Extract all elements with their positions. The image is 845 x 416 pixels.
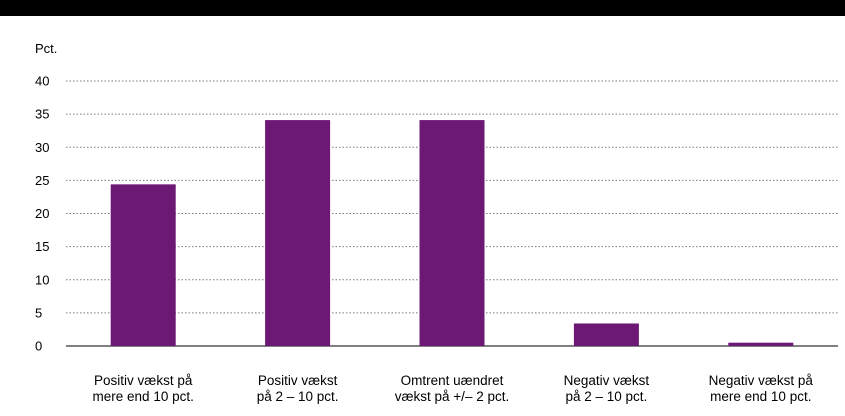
bar-2 (265, 120, 331, 347)
x-labels-layer: Positiv vækst på mere end 10 pct. Positiv … (93, 373, 814, 404)
bar-1 (110, 184, 176, 346)
y-tick-label: 20 (35, 206, 49, 221)
bar-3 (419, 120, 485, 347)
x-category-label: Negativ vækst på mere end 10 pct. (709, 373, 814, 404)
y-tick-label: 0 (35, 339, 42, 354)
y-tick-label: 10 (35, 272, 49, 287)
bar-4 (573, 323, 639, 346)
x-category-label: Omtrent uændret vækst på +/– 2 pct. (395, 373, 509, 404)
y-tick-label: 5 (35, 305, 42, 320)
y-axis-label: Pct. (35, 41, 57, 56)
y-tick-label: 30 (35, 140, 49, 155)
y-tick-label: 15 (35, 239, 49, 254)
bars-layer (110, 120, 794, 347)
y-tick-label: 35 (35, 107, 49, 122)
top-rule (0, 0, 845, 16)
bar-5 (728, 342, 794, 346)
y-tick-label: 40 (35, 74, 49, 89)
y-tick-label: 25 (35, 173, 49, 188)
x-category-label: Positiv vækst på 2 – 10 pct. (257, 373, 339, 404)
x-category-label: Positiv vækst på mere end 10 pct. (93, 373, 194, 404)
x-category-label: Negativ vækst på 2 – 10 pct. (564, 373, 650, 404)
